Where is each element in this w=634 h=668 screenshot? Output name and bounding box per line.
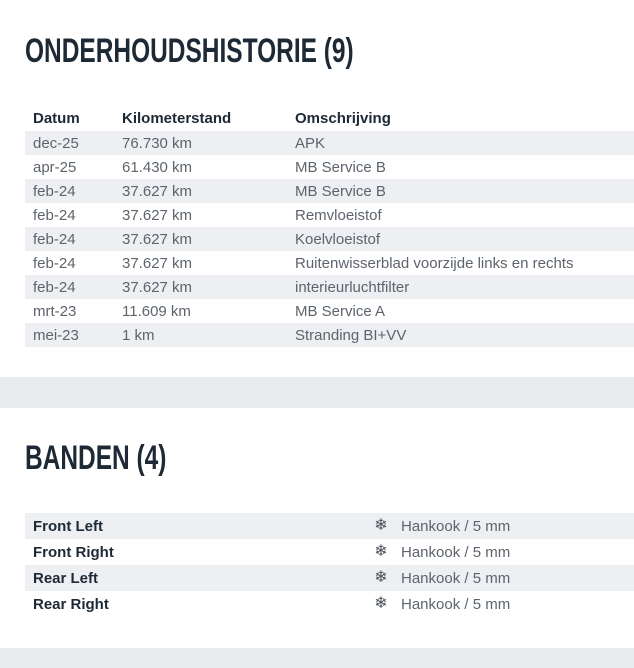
- tires-section-title: BANDEN (4): [25, 439, 167, 477]
- table-row: feb-24 37.627 km Ruitenwisserblad voorzi…: [25, 251, 634, 275]
- tire-position-label: Rear Left: [33, 569, 99, 587]
- tire-spec-value: Hankook / 5 mm: [401, 595, 511, 613]
- snowflake-icon: ❄: [374, 517, 388, 534]
- table-row: mrt-23 11.609 km MB Service A: [25, 299, 634, 323]
- cell-kilometerstand: 37.627 km: [122, 182, 193, 200]
- table-body: dec-25 76.730 km APK apr-25 61.430 km MB…: [25, 131, 634, 347]
- tire-spec-value: Hankook / 5 mm: [401, 517, 511, 535]
- tire-row: Rear Left ❄ Hankook / 5 mm: [25, 565, 634, 591]
- cell-omschrijving: Ruitenwisserblad voorzijde links en rech…: [295, 254, 574, 272]
- tire-position-label: Front Right: [33, 543, 114, 561]
- cell-omschrijving: MB Service A: [295, 302, 386, 320]
- cell-datum: dec-25: [33, 134, 79, 152]
- cell-datum: feb-24: [33, 182, 76, 200]
- cell-datum: apr-25: [33, 158, 77, 176]
- tire-row: Front Right ❄ Hankook / 5 mm: [25, 539, 634, 565]
- cell-kilometerstand: 37.627 km: [122, 254, 193, 272]
- cell-datum: mei-23: [33, 326, 79, 344]
- cell-kilometerstand: 61.430 km: [122, 158, 193, 176]
- cell-datum: feb-24: [33, 278, 76, 296]
- snowflake-icon: ❄: [374, 569, 388, 586]
- cell-datum: feb-24: [33, 230, 76, 248]
- snowflake-icon: ❄: [374, 543, 388, 560]
- table-row: feb-24 37.627 km interieurluchtfilter: [25, 275, 634, 299]
- table-row: feb-24 37.627 km MB Service B: [25, 179, 634, 203]
- tire-spec-value: Hankook / 5 mm: [401, 569, 511, 587]
- column-header-kilometerstand: Kilometerstand: [122, 110, 232, 127]
- tire-position-label: Front Left: [33, 517, 103, 535]
- table-header-row: Datum Kilometerstand Omschrijving: [25, 106, 634, 131]
- cell-datum: mrt-23: [33, 302, 77, 320]
- cell-kilometerstand: 37.627 km: [122, 206, 193, 224]
- maintenance-history-title: ONDERHOUDSHISTORIE (9): [25, 32, 354, 70]
- snowflake-icon: ❄: [374, 595, 388, 612]
- cell-kilometerstand: 37.627 km: [122, 230, 193, 248]
- tires-table: Front Left ❄ Hankook / 5 mm Front Right …: [25, 513, 634, 617]
- cell-kilometerstand: 37.627 km: [122, 278, 193, 296]
- cell-kilometerstand: 76.730 km: [122, 134, 193, 152]
- cell-omschrijving: Stranding BI+VV: [295, 326, 407, 344]
- table-row: apr-25 61.430 km MB Service B: [25, 155, 634, 179]
- tire-row: Front Left ❄ Hankook / 5 mm: [25, 513, 634, 539]
- tire-spec-value: Hankook / 5 mm: [401, 543, 511, 561]
- column-header-omschrijving: Omschrijving: [295, 110, 391, 127]
- tire-row: Rear Right ❄ Hankook / 5 mm: [25, 591, 634, 617]
- section-divider-band: [0, 377, 634, 408]
- cell-omschrijving: MB Service B: [295, 182, 386, 200]
- maintenance-history-table: Datum Kilometerstand Omschrijving dec-25…: [25, 106, 634, 347]
- table-row: feb-24 37.627 km Remvloeistof: [25, 203, 634, 227]
- table-row: dec-25 76.730 km APK: [25, 131, 634, 155]
- cell-omschrijving: Koelvloeistof: [295, 230, 381, 248]
- cell-kilometerstand: 1 km: [122, 326, 155, 344]
- cell-kilometerstand: 11.609 km: [122, 302, 191, 320]
- cell-omschrijving: interieurluchtfilter: [295, 278, 410, 296]
- cell-omschrijving: Remvloeistof: [295, 206, 382, 224]
- table-row: mei-23 1 km Stranding BI+VV: [25, 323, 634, 347]
- column-header-datum: Datum: [33, 110, 80, 127]
- cell-datum: feb-24: [33, 254, 76, 272]
- table-row: feb-24 37.627 km Koelvloeistof: [25, 227, 634, 251]
- cell-datum: feb-24: [33, 206, 76, 224]
- tire-position-label: Rear Right: [33, 595, 109, 613]
- footer-band: [0, 648, 634, 668]
- cell-omschrijving: APK: [295, 134, 326, 152]
- cell-omschrijving: MB Service B: [295, 158, 386, 176]
